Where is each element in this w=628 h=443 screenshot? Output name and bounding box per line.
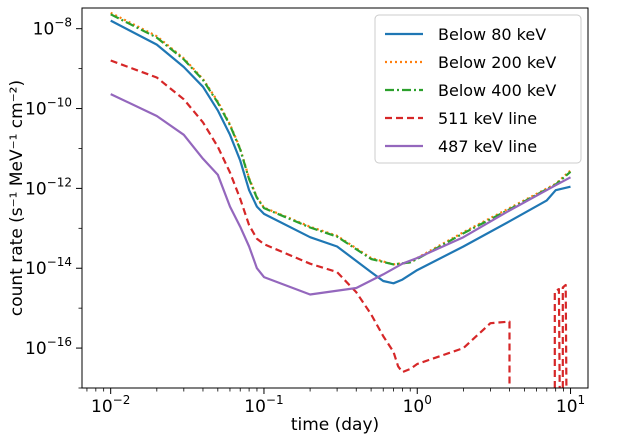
x-tick-label: 10−2 [91,393,130,417]
x-axis-label: time (day) [291,415,379,435]
series-line-below-80-kev [110,19,571,285]
x-tick-label: 10−1 [244,393,283,417]
series-line-511-kev-line [110,59,511,388]
series-line-511-kev-line [553,288,561,388]
legend-label-511-kev-line: 511 keV line [438,109,537,128]
legend-label-below-80-kev: Below 80 keV [438,25,546,44]
y-tick-label: 10−10 [25,96,72,120]
legend-label-below-400-kev: Below 400 keV [438,81,556,100]
legend-label-487-kev-line: 487 keV line [438,137,537,156]
series-layer [110,11,572,388]
legend-label-below-200-kev: Below 200 keV [438,53,556,72]
legend: Below 80 keV Below 200 keV Below 400 keV 51… [374,14,582,164]
x-tick-label: 101 [556,393,585,417]
plot-frame [81,7,589,389]
y-tick-label: 10−8 [33,16,72,40]
x-tick-label: 100 [403,393,432,417]
ticks-layer: 10−2 10−1 100 101 10−16 10−14 10−12 10−10 10−8 [25,16,585,417]
series-line-511-kev-line [561,283,568,388]
y-tick-label: 10−16 [25,335,72,359]
legend-box [374,14,582,164]
y-axis-label: count rate (s⁻¹ MeV⁻¹ cm⁻²) [7,80,27,316]
series-line-487-kev-line [110,93,572,296]
series-line-below-400-kev [110,13,572,266]
y-tick-label: 10−12 [25,175,72,199]
y-tick-label: 10−14 [25,255,72,279]
